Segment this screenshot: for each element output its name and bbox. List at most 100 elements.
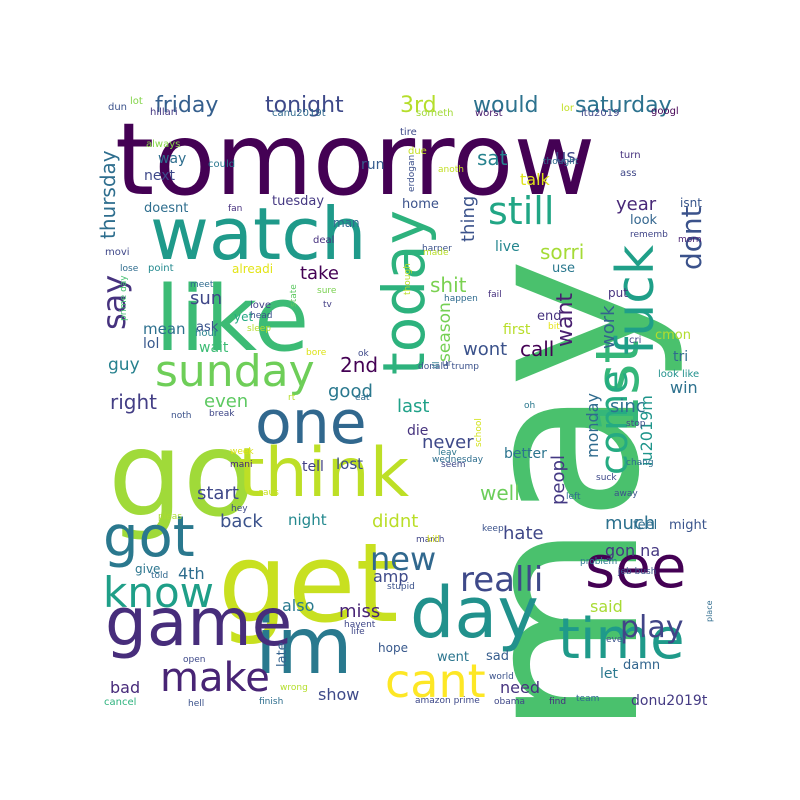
word-start: start bbox=[197, 483, 239, 504]
word-lost: lost bbox=[336, 455, 364, 473]
word-iu2019m: iu2019m bbox=[637, 395, 656, 466]
word-go: go bbox=[108, 405, 256, 543]
word-show: show bbox=[318, 685, 360, 704]
word-never: never bbox=[422, 432, 474, 453]
word-always: always bbox=[146, 139, 181, 150]
word-would: would bbox=[473, 93, 539, 118]
word-sunday: sunday bbox=[155, 346, 315, 397]
word-night: night bbox=[288, 511, 327, 529]
word-dun: dun bbox=[108, 102, 128, 113]
word-put: put bbox=[608, 286, 628, 300]
word-someth: someth bbox=[416, 108, 454, 119]
word-lol: lol bbox=[143, 336, 160, 352]
word-hey: hey bbox=[231, 504, 248, 514]
word-ur: ur bbox=[442, 359, 452, 369]
word-make: make bbox=[160, 655, 270, 701]
word-thought: thought bbox=[543, 157, 579, 167]
word-could: could bbox=[208, 159, 236, 170]
word-even: even bbox=[204, 391, 249, 412]
word-harper: harper bbox=[422, 244, 452, 254]
word-right: right bbox=[110, 390, 157, 414]
word-watch: watch bbox=[150, 192, 367, 276]
word-hell: hell bbox=[188, 699, 205, 709]
word-canu2019t: canu2019t bbox=[272, 108, 326, 119]
word-day: day bbox=[410, 572, 539, 654]
word-rememb: rememb bbox=[630, 230, 668, 240]
word-point: point bbox=[148, 263, 174, 274]
word-4th: 4th bbox=[178, 564, 205, 583]
word-morn: morn bbox=[678, 235, 702, 245]
word-find: find bbox=[549, 697, 567, 707]
word-stupid: stupid bbox=[387, 582, 415, 592]
word-tire: tire bbox=[400, 127, 417, 138]
word-tomorrow: tomorrow bbox=[115, 101, 596, 218]
word-ass: ass bbox=[620, 168, 637, 179]
word-give: give bbox=[135, 562, 161, 576]
word-kill: kill bbox=[427, 535, 440, 545]
word-googl: googl bbox=[651, 106, 679, 117]
word-one: one bbox=[255, 388, 367, 458]
word-live: live bbox=[495, 239, 520, 255]
word-noth: noth bbox=[171, 411, 192, 421]
word-ill: ill bbox=[432, 361, 442, 369]
word-cri: cri bbox=[629, 335, 642, 346]
word-state: state bbox=[289, 284, 299, 307]
word-mani: mani bbox=[230, 460, 253, 470]
word-next: next bbox=[144, 168, 176, 184]
word-sinc: sinc bbox=[610, 396, 646, 417]
word-wait: wait bbox=[199, 340, 229, 356]
word-havent: havent bbox=[344, 620, 376, 630]
word-lose: lose bbox=[120, 264, 139, 274]
word-march: march bbox=[416, 535, 445, 545]
word-oh: oh bbox=[524, 401, 536, 411]
word-turn: turn bbox=[620, 150, 641, 161]
word-said: said bbox=[590, 597, 623, 616]
word-die: die bbox=[407, 423, 429, 439]
word-look-like: look like bbox=[658, 369, 700, 380]
word-place: place bbox=[705, 600, 714, 622]
word-end: end bbox=[537, 309, 562, 324]
word-school: school bbox=[474, 418, 484, 447]
word-bore: bore bbox=[306, 348, 327, 358]
word-away: away bbox=[614, 489, 638, 499]
word-still: still bbox=[488, 189, 555, 233]
word-chang: chang bbox=[626, 458, 654, 468]
word-suck: suck bbox=[596, 473, 617, 483]
word-well: well bbox=[480, 481, 520, 505]
word-team: team bbox=[576, 694, 600, 704]
word-wrong: wrong bbox=[280, 683, 308, 693]
word-told: told bbox=[151, 571, 169, 581]
word-lor: lor bbox=[561, 103, 575, 114]
word-week: week bbox=[230, 447, 254, 457]
word-cloud: tomorrow may get go like watch day im th… bbox=[95, 93, 714, 738]
word-love: love bbox=[250, 300, 271, 311]
word-itu2019: itu2019 bbox=[581, 108, 620, 119]
word-didnt: didnt bbox=[372, 511, 419, 532]
word-cancel: cancel bbox=[104, 697, 137, 708]
word-hate: hate bbox=[503, 523, 544, 544]
word-play: play bbox=[620, 610, 684, 645]
word-amp: amp bbox=[373, 567, 409, 586]
word-break: break bbox=[209, 409, 235, 419]
word-gon-na: gon na bbox=[605, 541, 661, 560]
word-fail: fail bbox=[488, 290, 502, 300]
word-take: take bbox=[300, 263, 339, 284]
word-miss: miss bbox=[339, 601, 381, 622]
word-yet: yet bbox=[234, 310, 254, 324]
word-cmon: cmon bbox=[655, 328, 692, 343]
word-prime-day: prime day bbox=[119, 275, 129, 321]
word-call: call bbox=[520, 337, 555, 361]
word-sure: sure bbox=[317, 286, 337, 296]
word-problem: problem bbox=[580, 557, 618, 567]
word-made: made bbox=[423, 248, 449, 258]
word-hope: hope bbox=[378, 641, 408, 655]
word-guy: guy bbox=[108, 355, 140, 375]
word-sat: sat bbox=[477, 146, 508, 170]
word-talk: talk bbox=[520, 170, 550, 189]
word-might: might bbox=[669, 518, 707, 533]
word-pleas: pleas bbox=[158, 512, 182, 522]
word-use: use bbox=[552, 261, 576, 276]
word-sun: sun bbox=[190, 288, 223, 309]
word-amazon-prime: amazon prime bbox=[415, 696, 480, 706]
word-feel: feel bbox=[633, 518, 658, 533]
